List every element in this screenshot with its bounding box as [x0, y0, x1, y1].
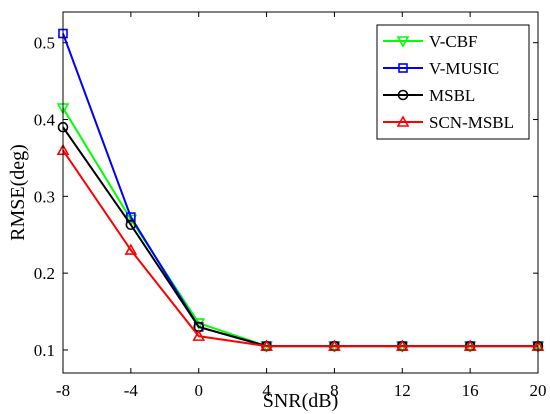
plot-frame [62, 11, 539, 374]
y-axis-title: RMSE(deg) [7, 144, 29, 241]
legend-label-msbl: MSBL [429, 86, 475, 105]
legend-marker-v-cbf [396, 36, 410, 48]
y-tick-label: 0.2 [34, 264, 55, 283]
x-tick-label: 8 [330, 381, 339, 400]
data-point-scn-msbl [124, 243, 138, 255]
legend-marker-msbl [397, 89, 409, 101]
data-point-msbl [125, 219, 137, 231]
series-scn-msbl [56, 143, 545, 351]
data-point-scn-msbl [463, 339, 477, 351]
series-v-cbf [56, 103, 545, 353]
series-line-scn-msbl [62, 149, 538, 348]
data-point-scn-msbl [395, 339, 409, 351]
y-tick-label: 0.1 [34, 341, 55, 360]
y-tick-label: 0.5 [34, 34, 55, 53]
legend-label-v-music: V-MUSIC [429, 59, 499, 78]
y-tick-label: 0.3 [34, 187, 55, 206]
legend: V-CBF V-MUSIC MSBL SCN-MSBL [376, 24, 530, 140]
legend-marker-v-music [398, 63, 408, 73]
legend-label-scn-msbl: SCN-MSBL [429, 113, 514, 132]
y-tick-label: 0.4 [34, 111, 56, 130]
x-tick-label: 4 [262, 381, 271, 400]
x-tick-label: 20 [530, 381, 547, 400]
x-axis-title: SNR(dB) [263, 390, 339, 412]
legend-label-v-cbf: V-CBF [429, 32, 478, 51]
x-tick-label: 16 [462, 381, 479, 400]
data-point-scn-msbl [260, 339, 273, 351]
x-tick-label: -4 [124, 381, 139, 400]
legend-marker-scn-msbl [396, 115, 410, 127]
x-tick-label: 0 [194, 381, 203, 400]
data-point-v-music [126, 212, 136, 222]
x-tick-label: 12 [394, 381, 411, 400]
x-tick-label: -8 [56, 381, 70, 400]
series-layer [56, 28, 545, 353]
series-line-msbl [62, 126, 538, 348]
data-point-scn-msbl [328, 339, 341, 351]
data-point-scn-msbl [192, 329, 206, 341]
series-msbl [57, 121, 544, 352]
